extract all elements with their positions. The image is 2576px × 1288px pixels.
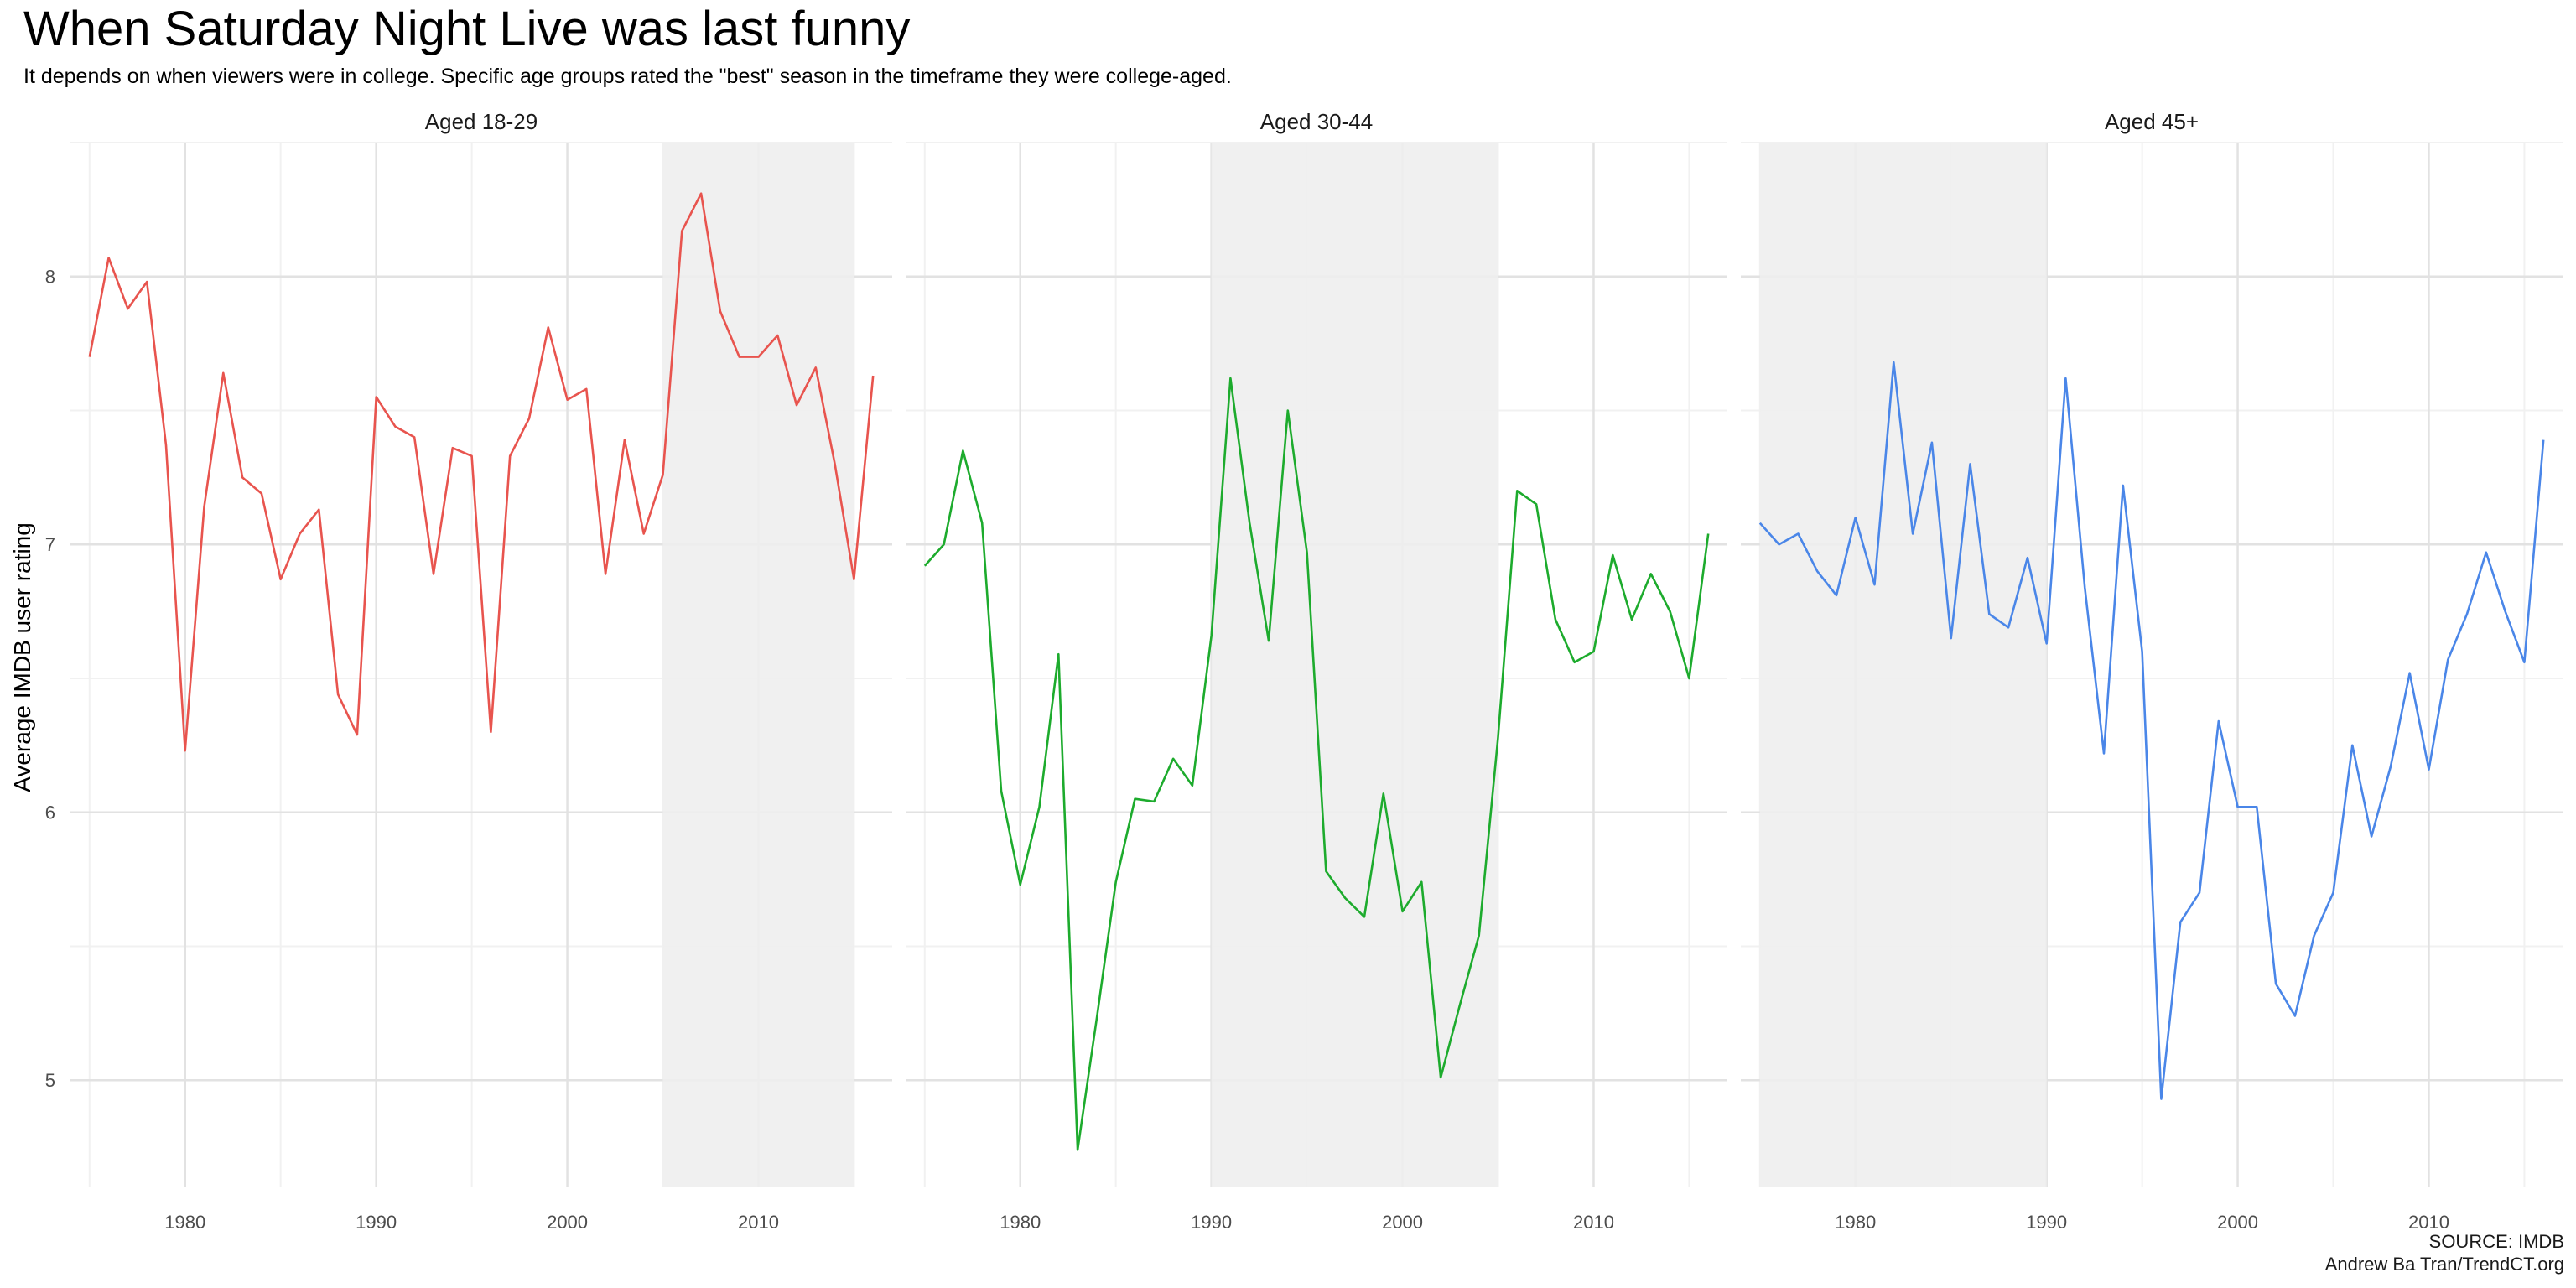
x-tick-label: 1980 — [1835, 1212, 1876, 1233]
x-tick-label: 1980 — [1000, 1212, 1041, 1233]
college-age-shading — [1759, 143, 2047, 1187]
x-tick-label: 2010 — [1573, 1212, 1614, 1233]
y-axis-label: Average IMDB user rating — [9, 522, 35, 792]
x-tick-label: 2010 — [2408, 1212, 2449, 1233]
x-tick-label: 1990 — [2026, 1212, 2067, 1233]
x-tick-label: 2000 — [2217, 1212, 2258, 1233]
y-tick-label: 6 — [45, 802, 55, 823]
series-line — [923, 377, 1710, 1151]
x-tick-label: 2010 — [738, 1212, 779, 1233]
x-tick-label: 1990 — [356, 1212, 397, 1233]
facet-panel: Aged 18-29 1980 1990 2000 2010 — [70, 109, 892, 1233]
chart-title: When Saturday Night Live was last funny — [23, 2, 910, 56]
x-tick-label: 2000 — [547, 1212, 588, 1233]
college-age-shading — [1211, 143, 1498, 1187]
series-line — [88, 192, 875, 752]
series-line — [1758, 361, 2545, 1100]
x-tick-label: 2000 — [1382, 1212, 1423, 1233]
y-tick-label: 8 — [45, 267, 55, 288]
x-tick-label: 1980 — [164, 1212, 205, 1233]
facet-strip-label: Aged 45+ — [2105, 109, 2199, 134]
college-age-shading — [662, 143, 854, 1187]
y-tick-label: 7 — [45, 534, 55, 555]
y-tick-label: 5 — [45, 1070, 55, 1091]
facet-panel: Aged 30-44 1980 1990 2000 2010 — [906, 109, 1727, 1233]
facet-panel: Aged 45+ 1980 1990 2000 2010 — [1741, 109, 2563, 1233]
chart-subtitle: It depends on when viewers were in colle… — [23, 65, 1232, 88]
caption-source: SOURCE: IMDB — [2429, 1231, 2564, 1252]
x-tick-label: 1990 — [1191, 1212, 1232, 1233]
caption-credit: Andrew Ba Tran/TrendCT.org — [2325, 1254, 2564, 1275]
facet-strip-label: Aged 30-44 — [1260, 109, 1373, 134]
facet-strip-label: Aged 18-29 — [425, 109, 538, 134]
